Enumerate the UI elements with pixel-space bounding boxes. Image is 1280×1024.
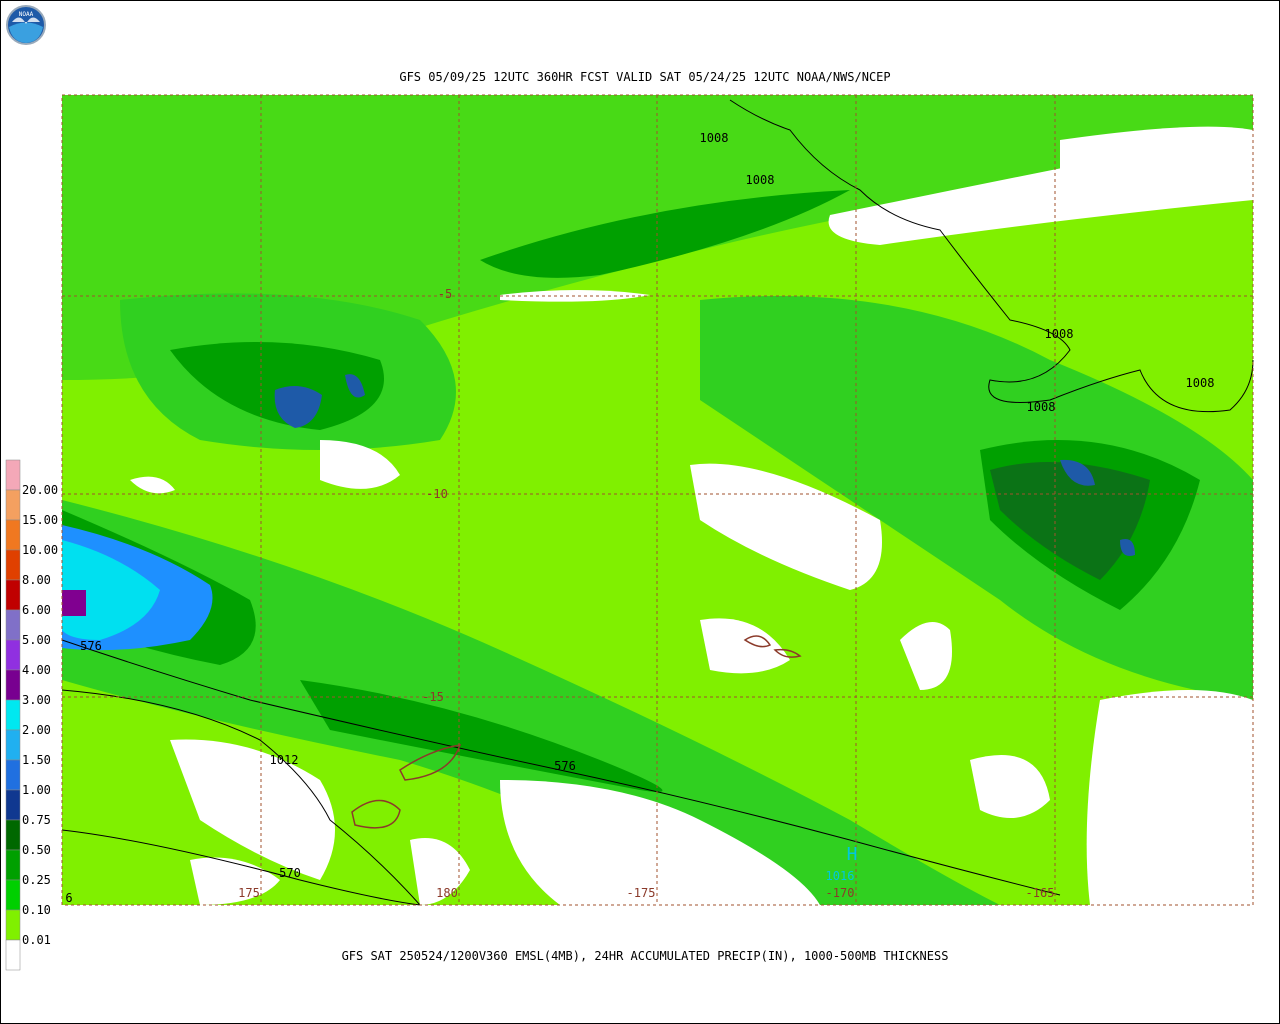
legend-label: 4.00: [22, 663, 51, 677]
legend-swatch: [5, 489, 21, 521]
legend-label: 0.25: [22, 873, 51, 887]
longitude-label: 180: [436, 886, 458, 900]
contour-label: 576: [554, 759, 576, 773]
legend-label: 6.00: [22, 603, 51, 617]
contour-label: 570: [279, 866, 301, 880]
contour-label: 1008: [700, 131, 729, 145]
legend-label: 1.50: [22, 753, 51, 767]
contour-label: 576: [80, 639, 102, 653]
legend-swatch: [5, 849, 21, 881]
legend-swatch: [5, 669, 21, 701]
legend-label: 0.01: [22, 933, 51, 947]
legend-label: 20.00: [22, 483, 58, 497]
longitude-label: -175: [627, 886, 656, 900]
legend-swatch: [5, 639, 21, 671]
longitude-label: -165: [1026, 886, 1055, 900]
contour-label: 1008: [1045, 327, 1074, 341]
legend-swatch: [5, 789, 21, 821]
map-title: GFS 05/09/25 12UTC 360HR FCST VALID SAT …: [399, 70, 890, 84]
legend-label: 8.00: [22, 573, 51, 587]
latitude-label: -10: [426, 487, 448, 501]
longitude-label: -170: [826, 886, 855, 900]
legend-swatch: [5, 609, 21, 641]
contour-label: 1012: [270, 753, 299, 767]
legend-swatch: [5, 579, 21, 611]
contour-label: 1008: [746, 173, 775, 187]
legend-swatch: [5, 699, 21, 731]
legend-swatch: [5, 939, 21, 971]
legend-label: 0.50: [22, 843, 51, 857]
legend-swatch: [5, 819, 21, 851]
graticule: [61, 94, 1254, 906]
legend-label: 5.00: [22, 633, 51, 647]
legend-swatch: [5, 519, 21, 551]
map-area: [61, 94, 1254, 906]
legend-swatch: [5, 909, 21, 941]
legend-swatch: [5, 879, 21, 911]
logo-text: NOAA: [19, 11, 34, 18]
latitude-label: -5: [438, 287, 452, 301]
contour-label: H: [847, 844, 858, 865]
contour-label: 1008: [1027, 400, 1056, 414]
legend-label: 3.00: [22, 693, 51, 707]
legend-label: 1.00: [22, 783, 51, 797]
contour-label: 1016: [826, 869, 855, 883]
contour-label: 1008: [1186, 376, 1215, 390]
noaa-logo: NOAA: [6, 5, 46, 45]
legend-label: 15.00: [22, 513, 58, 527]
legend-label: 10.00: [22, 543, 58, 557]
latitude-label: -15: [422, 690, 444, 704]
legend-swatch: [5, 549, 21, 581]
legend-swatch: [5, 759, 21, 791]
contour-label: 6: [65, 891, 72, 905]
longitude-label: 175: [238, 886, 260, 900]
map-caption: GFS SAT 250524/1200V360 EMSL(4MB), 24HR …: [342, 949, 949, 963]
legend-swatch: [5, 729, 21, 761]
legend-label: 0.75: [22, 813, 51, 827]
legend-label: 0.10: [22, 903, 51, 917]
legend-label: 2.00: [22, 723, 51, 737]
legend-swatch: [5, 459, 21, 491]
